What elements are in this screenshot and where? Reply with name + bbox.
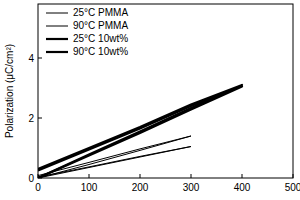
x-tick — [89, 174, 90, 178]
series-line — [38, 147, 191, 179]
legend-swatch — [46, 13, 68, 14]
series-line — [38, 85, 242, 178]
chart: 0 100 200 300 400 500 0 2 4 Polarization (μC/cm²)… — [0, 0, 300, 200]
x-tick — [191, 174, 192, 178]
x-tick-label: 400 — [234, 182, 251, 193]
x-tick-label: 0 — [35, 182, 41, 193]
y-tick-label: 4 — [28, 53, 34, 64]
y-tick-label: 2 — [28, 113, 34, 124]
y-axis-label: Polarization (μC/cm²) — [4, 44, 15, 138]
legend: 25°C PMMA 90°C PMMA 25°C 10wt% 90°C 10wt% — [46, 7, 128, 57]
legend-label: 25°C 10wt% — [73, 33, 128, 44]
y-tick-label: 0 — [28, 173, 34, 184]
legend-swatch — [46, 26, 68, 27]
y-tick — [38, 118, 42, 119]
legend-swatch — [46, 38, 68, 40]
series-group — [38, 85, 242, 178]
x-tick — [242, 174, 243, 178]
x-tick-label: 200 — [132, 182, 149, 193]
plot-frame — [38, 4, 293, 178]
y-tick — [38, 58, 42, 59]
legend-label: 90°C 10wt% — [73, 46, 128, 57]
legend-swatch — [46, 51, 68, 53]
legend-label: 90°C PMMA — [73, 20, 128, 31]
x-tick-label: 300 — [183, 182, 200, 193]
x-tick — [140, 174, 141, 178]
x-tick-label: 100 — [81, 182, 98, 193]
legend-label: 25°C PMMA — [73, 7, 128, 18]
x-tick-label: 500 — [285, 182, 300, 193]
x-tick — [293, 174, 294, 178]
